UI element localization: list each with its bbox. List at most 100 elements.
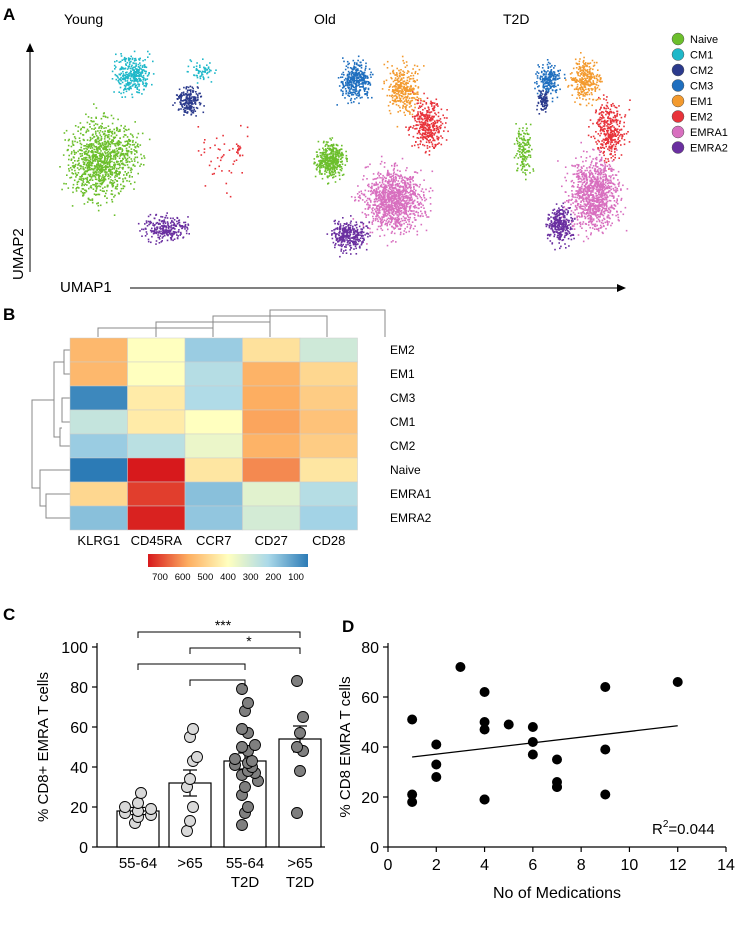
umap-dot-cm2 [187,100,190,102]
umap-dot-emra1 [405,200,407,202]
umap-dot-cm3 [350,84,353,86]
umap-dot-naive [102,153,104,156]
panel-label-b: B [3,305,15,324]
umap-dot-emra1 [403,219,405,222]
umap-dot-em2 [428,116,431,119]
umap-dot-emra1 [412,190,414,193]
umap-dot-naive [320,156,322,158]
umap-dot-emra1 [397,189,399,192]
umap-dot-em1 [383,82,385,85]
umap-dot-emra2 [155,243,157,245]
umap-dot-naive [119,166,121,169]
umap-dot-cm1 [136,69,138,72]
umap-dot-emra1 [394,221,396,223]
umap-dot-em1 [417,73,419,75]
umap-dot-cm3 [366,80,368,83]
umap-dot-naive [517,150,519,152]
umap-dot-naive [79,149,82,151]
umap-dot-naive [114,163,116,166]
umap-dot-em2 [437,126,439,129]
umap-dot-emra1 [388,208,390,211]
umap-dot-naive [74,165,76,167]
umap-dot-cm1 [118,81,120,84]
umap-dot-naive [96,185,99,188]
umap-dot-cm1 [195,65,198,68]
umap-dot-emra1 [398,221,401,224]
umap-dot-cm1 [142,76,145,79]
umap-dot-emra2 [166,221,169,223]
umap-dot-naive [116,175,118,178]
umap-panel: Young Old T2D NaiveCM1CM2CM3EM1EM2EMRA1E… [10,11,728,296]
umap-dot-naive [79,176,81,178]
umap-dot-naive [83,203,86,205]
umap-dot-cm1 [145,85,147,88]
umap-dot-cm2 [197,87,199,89]
umap-dot-em1 [383,80,385,83]
umap-dot-cm3 [351,71,354,73]
umap-dot-naive [99,172,102,175]
umap-dot-naive [97,150,99,152]
umap-dot-em2 [418,115,421,118]
umap-dot-naive [113,128,115,131]
umap-dot-cm3 [349,88,351,91]
umap-dot-cm3 [356,62,358,64]
umap-dot-emra2 [348,228,350,230]
umap-dot-emra1 [404,219,407,221]
umap-dot-naive [323,155,325,158]
umap-dot-cm1 [131,93,133,96]
umap-dot-naive [116,155,119,158]
umap-dot-emra2 [360,228,362,230]
umap-dot-emra1 [409,207,411,210]
umap-dot-naive [86,145,88,148]
umap-dot-emra1 [391,186,393,188]
umap-dot-cm1 [201,70,204,73]
umap-dot-em1 [406,64,408,67]
umap-dot-em2 [427,136,430,138]
umap-dot-cm1 [138,91,141,94]
umap-dot-em2 [437,138,439,141]
umap-dot-em2 [412,125,415,127]
umap-dot-em1 [405,99,407,101]
umap-dot-em1 [393,92,395,94]
umap-dot-naive [116,163,119,166]
umap-dot-em1 [396,75,399,78]
umap-dot-cm3 [362,73,365,75]
umap-dot-emra1 [363,194,366,196]
umap-dot-emra1 [414,183,416,186]
umap-dot-naive [130,158,133,160]
umap-dot-naive [85,131,87,134]
umap-dot-emra2 [349,245,351,247]
umap-dot-emra1 [396,173,398,176]
umap-dot-em2 [208,164,211,167]
umap-dot-cm3 [351,84,354,86]
umap-dot-em1 [395,97,398,100]
umap-dot-naive [110,135,113,137]
umap-dot-emra1 [372,191,374,193]
umap-dot-naive [98,139,101,142]
umap-dot-naive [90,120,92,122]
umap-dot-emra1 [414,194,416,196]
umap-dot-emra1 [422,191,425,194]
umap-dot-emra1 [389,199,392,201]
umap-dot-em2 [427,124,430,126]
umap-dot-cm3 [355,78,358,80]
umap-dot-naive [339,178,341,181]
umap-dot-cm1 [144,66,146,68]
umap-dot-emra1 [367,190,370,192]
umap-dot-emra1 [364,189,367,192]
umap-dot-cm2 [192,87,194,90]
umap-dot-emra1 [399,220,402,223]
umap-dot-naive [98,160,100,162]
umap-dot-em1 [411,108,413,111]
umap-dot-naive [88,123,91,125]
umap-dot-em2 [418,131,420,133]
umap-dot-emra1 [409,178,412,181]
umap-dot-cm1 [138,85,140,87]
umap-dot-em1 [402,82,404,85]
umap-dot-em2 [416,115,419,117]
umap-dot-naive [83,145,85,147]
umap-dot-naive [105,149,107,151]
umap-dot-emra1 [403,205,406,207]
umap-dot-emra2 [362,240,364,243]
umap-dot-naive [86,181,88,183]
